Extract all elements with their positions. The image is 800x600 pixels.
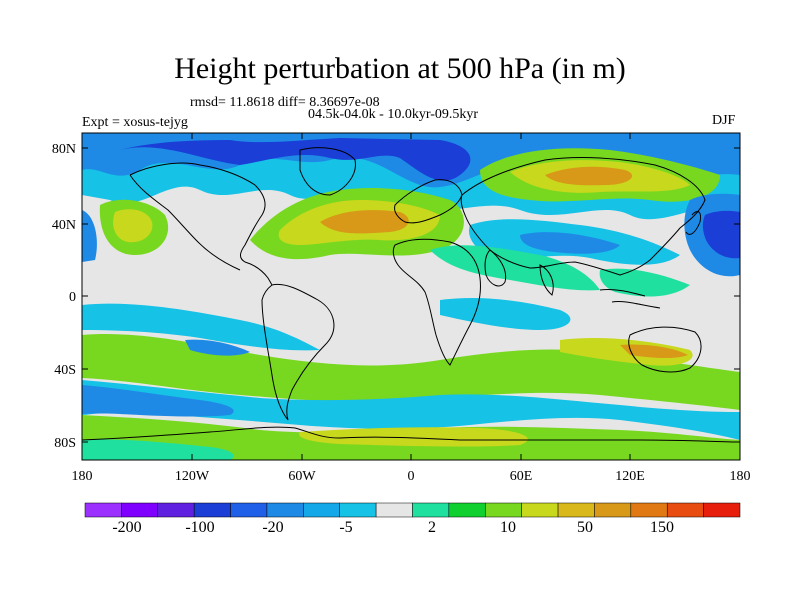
colorbar-label: -5	[339, 519, 352, 536]
asia-orange-region	[545, 166, 633, 186]
lat-label: 40N	[52, 218, 76, 233]
lon-label: 180	[72, 469, 93, 484]
antarctica-coast	[82, 426, 740, 443]
colorbar-swatch	[266, 502, 304, 518]
experiment-label: Expt = xosus-tejyg	[82, 115, 188, 130]
colorbar-swatch	[557, 502, 595, 518]
lon-label: 0	[408, 469, 415, 484]
eq-pacific-light-blue-region	[82, 303, 320, 351]
maritime-islands	[599, 289, 661, 309]
lon-label: 180	[730, 469, 751, 484]
indian-ocean-light-blue-region	[440, 298, 571, 330]
atlantic-orange-region	[320, 210, 409, 234]
south-america-coast	[261, 283, 335, 421]
southern-ocean-light-blue	[82, 380, 740, 440]
wpacific-blue-region	[82, 210, 97, 262]
colorbar-swatch	[230, 502, 268, 518]
africa-coast	[392, 238, 481, 366]
colorbar-swatch	[703, 502, 741, 518]
rmsd-diff-label: rmsd= 11.8618 diff= 8.36697e-08	[190, 95, 380, 110]
colorbar-swatch	[521, 502, 559, 518]
asia-mid-blue-region	[520, 232, 620, 254]
north-dark-blue-region	[120, 138, 471, 181]
southern-ocean-mid-blue	[82, 385, 234, 417]
lon-labels: 180 120W 60W 0 60E 120E 180	[72, 469, 751, 484]
colorbar-label: 2	[428, 519, 436, 536]
colorbar-label: 10	[500, 519, 516, 536]
colorbar-label: 150	[650, 519, 674, 536]
ticks	[81, 133, 741, 460]
map-title: Height perturbation at 500 hPa (in m)	[174, 52, 626, 85]
colorbar-swatch	[157, 502, 195, 518]
greenland-coast	[299, 147, 356, 196]
epacific-dark-blue-region	[702, 210, 740, 259]
colorbar-label: -100	[185, 519, 214, 536]
season-label: DJF	[712, 113, 736, 128]
antarctic-yellow-region	[299, 427, 528, 447]
colorbar-label: -200	[112, 519, 141, 536]
lon-label: 120W	[175, 469, 210, 484]
colorbar-swatch	[412, 502, 450, 518]
north-america-coast	[129, 162, 273, 286]
lon-label: 60E	[510, 469, 533, 484]
colorbar-swatch	[594, 502, 632, 518]
lon-label: 120E	[615, 469, 645, 484]
colorbar-swatch	[666, 502, 704, 518]
colorbar-label: -20	[262, 519, 283, 536]
lat-label: 80N	[52, 142, 76, 157]
north-america-west-coast	[129, 174, 241, 271]
colorbar	[84, 502, 741, 518]
antarctic-light-green-region	[82, 439, 234, 460]
npacific-yellow-region	[113, 209, 153, 243]
japan-coast	[685, 211, 701, 235]
contour-field	[82, 133, 740, 460]
colorbar-swatch	[630, 502, 668, 518]
lat-labels: 80N 40N 0 40S 80S	[52, 142, 76, 451]
europe-coast	[394, 179, 463, 224]
coastlines	[82, 147, 740, 443]
south-orange-region	[620, 344, 688, 359]
colorbar-swatch	[193, 502, 231, 518]
colorbar-label: 50	[577, 519, 593, 536]
colorbar-swatch	[375, 502, 413, 518]
lat-label: 40S	[54, 363, 76, 378]
south-yellow-region	[560, 338, 693, 366]
colorbar-labels: -200 -100 -20 -5 2 10 50 150	[112, 519, 674, 536]
spacific-mid-blue	[185, 339, 250, 356]
colorbar-swatch	[84, 502, 122, 518]
arabia-coast	[484, 249, 507, 287]
colorbar-swatch	[448, 502, 486, 518]
india-coast	[539, 264, 554, 296]
colorbar-swatch	[339, 502, 377, 518]
colorbar-swatch	[485, 502, 522, 518]
lon-label: 60W	[288, 469, 316, 484]
lat-label: 0	[69, 290, 76, 305]
australia-coast	[628, 326, 702, 373]
colorbar-swatch	[121, 502, 159, 518]
colorbar-swatch	[303, 502, 340, 518]
wpac-light-green-region	[599, 268, 690, 297]
period-label: 04.5k-04.0k - 10.0kyr-09.5kyr	[308, 107, 479, 122]
lat-label: 80S	[54, 436, 76, 451]
